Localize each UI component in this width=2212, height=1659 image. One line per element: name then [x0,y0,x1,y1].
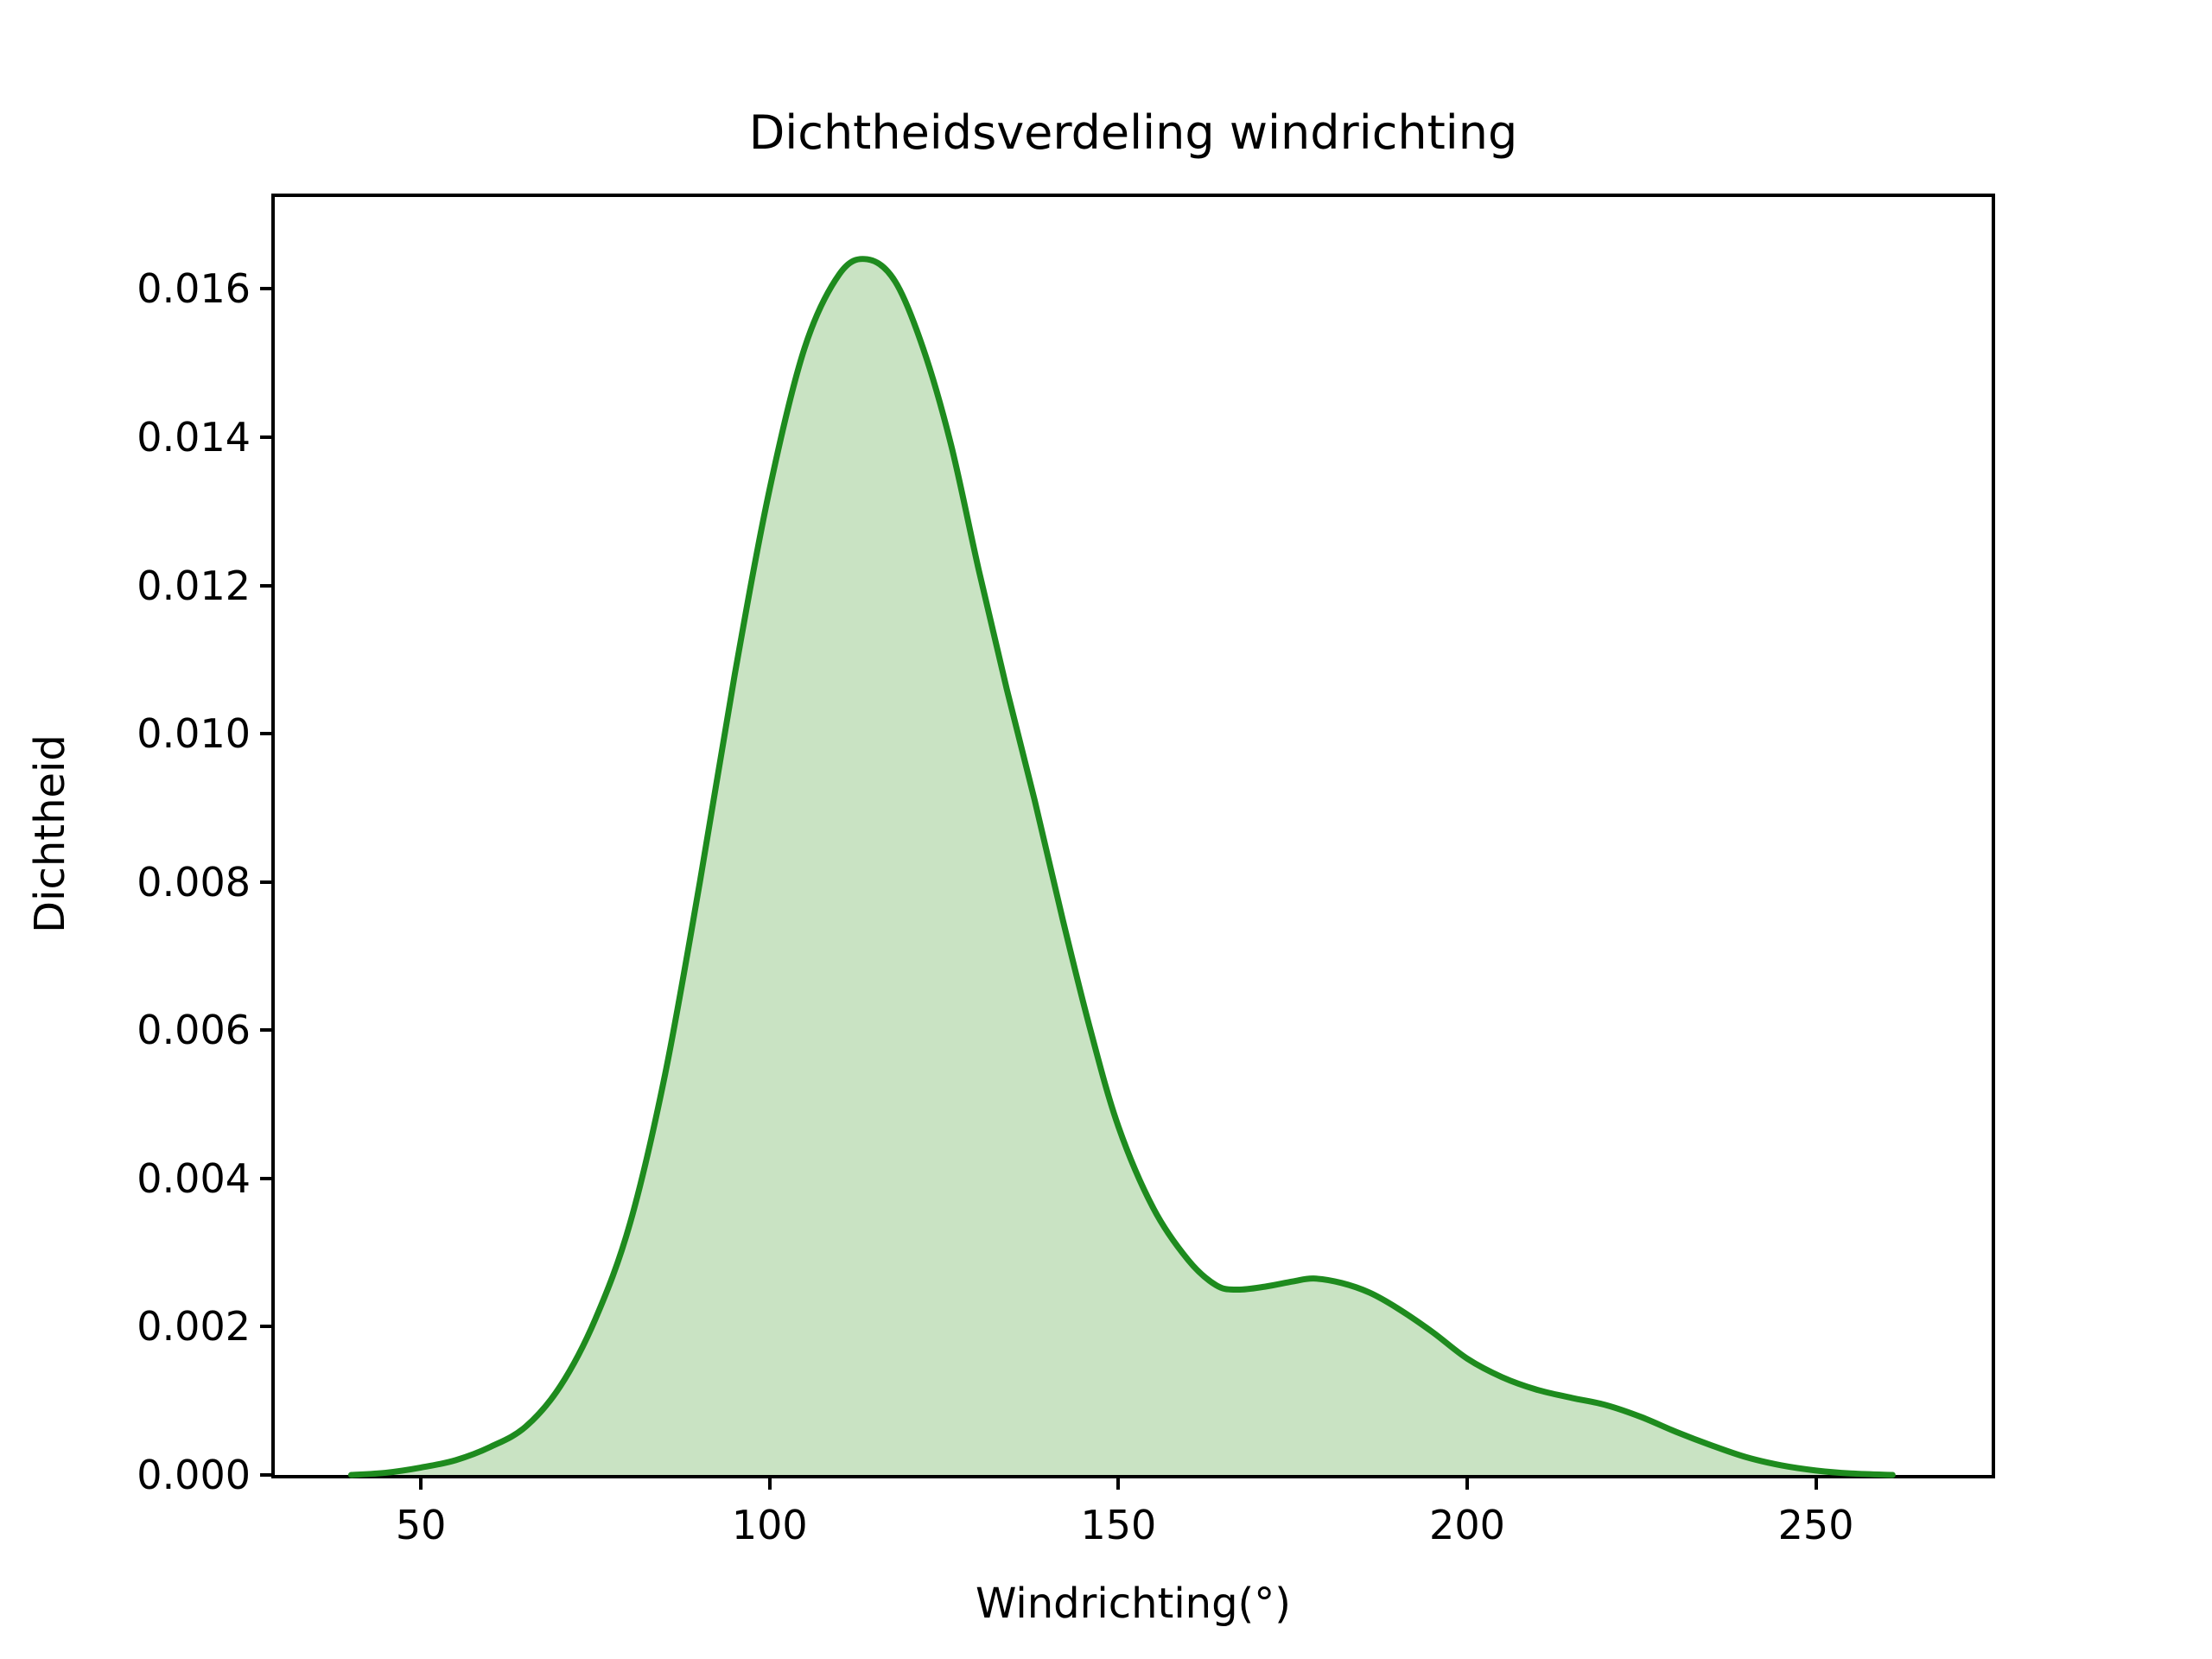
x-tick-label: 200 [1429,1502,1505,1548]
x-tick-mark [1465,1475,1469,1490]
y-tick-label: 0.006 [137,1007,251,1054]
x-tick-label: 50 [395,1502,447,1548]
density-line [347,256,1896,1478]
x-tick-label: 150 [1080,1502,1157,1548]
y-tick-mark [260,1176,275,1180]
y-tick-mark [260,1028,275,1033]
x-tick-mark [419,1475,423,1490]
y-tick-label: 0.000 [137,1452,251,1498]
density-area-fill [351,258,1893,1475]
y-tick-label: 0.014 [137,413,251,461]
y-tick-label: 0.002 [137,1303,251,1351]
y-tick-label: 0.004 [137,1154,251,1202]
density-chart [347,256,1896,1478]
y-tick-mark [260,1473,275,1477]
y-tick-mark [260,583,275,588]
y-tick-mark [260,287,275,291]
x-tick-label: 100 [731,1502,808,1548]
plot-area [271,194,1995,1478]
y-tick-label: 0.012 [137,562,251,609]
y-tick-label: 0.010 [137,710,251,758]
y-tick-mark [260,435,275,439]
x-tick-mark [1814,1475,1818,1490]
y-tick-mark [260,732,275,736]
chart-title: Dichtheidsverdeling windrichting [748,105,1518,160]
y-tick-mark [260,1325,275,1329]
x-tick-label: 250 [1777,1502,1854,1548]
y-tick-label: 0.008 [137,858,251,906]
x-tick-mark [1116,1475,1121,1490]
y-tick-label: 0.016 [137,265,251,313]
x-tick-mark [767,1475,772,1490]
x-axis-label: Windrichting(°) [975,1580,1291,1628]
y-tick-mark [260,880,275,884]
